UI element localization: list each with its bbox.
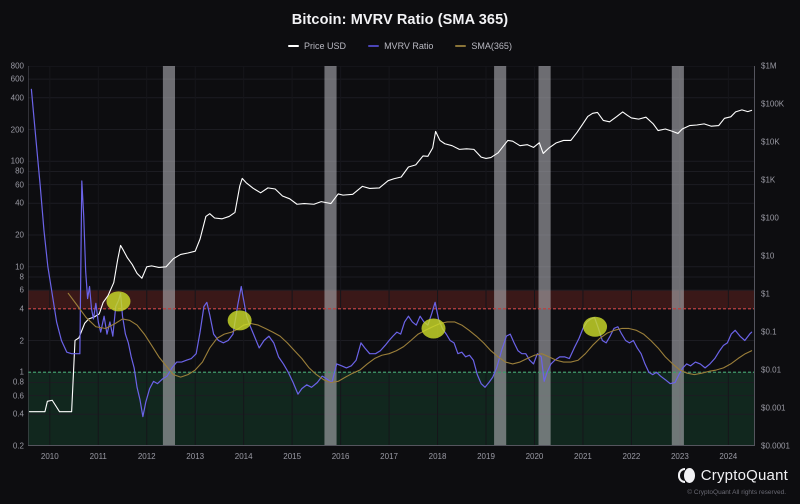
legend-item-mvrv[interactable]: MVRV Ratio: [368, 41, 433, 51]
legend-swatch-price: [288, 45, 300, 47]
y-axis-tick-left: 0.4: [12, 409, 24, 419]
x-axis-tick: 2015: [283, 452, 302, 461]
page-title: Bitcoin: MVRV Ratio (SMA 365): [291, 12, 509, 28]
y-axis-tick-left: 2: [19, 336, 24, 345]
y-axis-tick-right: $10: [761, 251, 775, 261]
y-axis-tick-right: $1M: [761, 61, 777, 71]
x-axis-tick: 2021: [574, 452, 592, 461]
y-axis-tick-left: 1: [19, 367, 24, 377]
y-axis-tick-left: 0.8: [12, 377, 24, 387]
chart-legend: Price USD MVRV Ratio SMA(365): [0, 41, 800, 51]
x-axis-tick: 2011: [89, 452, 107, 461]
legend-item-price[interactable]: Price USD: [288, 41, 346, 51]
y-axis-tick-left: 200: [10, 125, 24, 134]
legend-label-mvrv: MVRV Ratio: [384, 41, 434, 51]
y-axis-tick-right: $0.1: [761, 327, 777, 337]
y-axis-tick-left: 8: [19, 272, 24, 282]
x-axis-tick: 2022: [622, 452, 641, 461]
y-axis-tick-left: 40: [15, 198, 24, 208]
x-axis-tick: 2017: [380, 452, 398, 461]
copyright-text: © CryptoQuant All rights reserved.: [687, 489, 786, 496]
brand-footer: CryptoQuant: [677, 467, 788, 484]
y-axis-tick-left: 80: [15, 166, 24, 176]
y-axis-tick-left: 0.2: [12, 441, 24, 451]
y-axis-tick-right: $1: [761, 289, 770, 299]
y-axis-tick-left: 800: [10, 61, 24, 71]
x-axis-tick: 2024: [719, 452, 738, 461]
y-axis-tick-left: 400: [10, 93, 24, 103]
plot-area[interactable]: [28, 66, 755, 446]
x-axis-tick: 2014: [234, 452, 253, 461]
x-axis-tick: 2012: [137, 452, 156, 461]
legend-item-sma[interactable]: SMA(365): [455, 41, 512, 51]
legend-label-price: Price USD: [304, 41, 347, 51]
y-axis-tick-left: 600: [10, 74, 24, 84]
y-axis-tick-left: 60: [15, 180, 24, 190]
legend-label-sma: SMA(365): [471, 41, 512, 51]
x-axis-tick: 2010: [40, 452, 59, 461]
y-axis-tick-right: $100K: [761, 99, 785, 109]
y-axis-tick-right: $0.01: [761, 365, 782, 375]
x-axis-tick: 2018: [428, 452, 447, 461]
y-axis-tick-left: 10: [15, 262, 24, 272]
y-axis-tick-right: $100: [761, 213, 779, 223]
y-axis-tick-right: $1K: [761, 175, 776, 185]
legend-swatch-mvrv: [368, 45, 380, 47]
y-axis-tick-left: 100: [10, 156, 24, 166]
x-axis-tick: 2020: [525, 452, 544, 461]
y-axis-tick-right: $10K: [761, 137, 780, 147]
x-axis-tick: 2013: [186, 452, 205, 461]
y-axis-tick-left: 0.6: [12, 391, 24, 401]
y-axis-tick-right: $0.0001: [761, 441, 790, 451]
legend-swatch-sma: [455, 45, 467, 47]
brand-name: CryptoQuant: [700, 467, 788, 484]
y-axis-tick-left: 4: [19, 304, 24, 314]
x-axis-tick: 2016: [331, 452, 350, 461]
y-axis-tick-left: 20: [15, 230, 24, 240]
y-axis-tick-left: 6: [19, 285, 24, 295]
y-axis-tick-right: $0.001: [761, 403, 786, 413]
cryptoquant-logo-icon: [677, 467, 695, 484]
x-axis-tick: 2019: [477, 452, 495, 461]
x-axis-tick: 2023: [670, 452, 689, 461]
